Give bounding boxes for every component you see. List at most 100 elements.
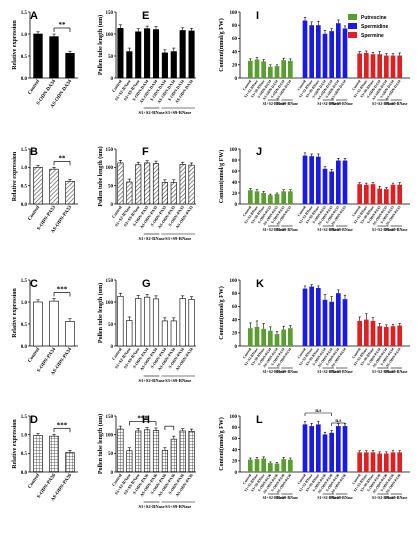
panel-letter-L: L <box>256 414 263 426</box>
y-tick-label: 0 <box>235 345 238 350</box>
bar <box>188 164 195 205</box>
y-axis-label: Relative expression <box>12 288 18 338</box>
bar-putrescine <box>248 190 253 204</box>
group-label: S3+S9-RNase <box>331 228 353 232</box>
bar <box>170 182 177 205</box>
bar <box>33 301 43 347</box>
y-axis-label: Relative expression <box>12 419 18 469</box>
bar-spermine <box>377 453 382 472</box>
group-label: S1+S2-RNase <box>139 236 165 241</box>
group-label: S3+S9-RNase <box>276 496 298 500</box>
bar-putrescine <box>281 191 286 204</box>
legend: Putrescine Spermidine Spermine <box>348 14 388 39</box>
bar-spermine <box>364 184 369 204</box>
bar <box>135 430 142 473</box>
sig-label: n.s <box>315 409 321 414</box>
bar <box>49 36 59 79</box>
panel-letter-I: I <box>256 10 260 22</box>
bar <box>188 299 195 347</box>
y-tick-label: 60 <box>232 437 238 442</box>
bar-spermine <box>397 325 402 346</box>
panel-letter-C: C <box>30 278 38 290</box>
group-label: S1+S2-RNase <box>372 370 394 374</box>
y-axis-label: Content(nmol/g FW) <box>218 18 225 72</box>
y-tick-label: 0.0 <box>21 203 28 208</box>
y-tick-label: 100 <box>230 415 238 420</box>
y-tick-label: 60 <box>232 305 238 310</box>
chart-L: 0 20 40 60 80 100 Content(nmol/g FW) Control S1+… <box>218 409 410 500</box>
bar <box>161 450 168 473</box>
bar <box>188 431 195 473</box>
bar-spermine <box>357 184 362 204</box>
panel-letter-H: H <box>142 414 150 426</box>
bar-putrescine <box>268 330 273 346</box>
bar-spermine <box>384 55 389 78</box>
bar-spermidine <box>316 156 321 204</box>
bar-spermine <box>370 184 376 204</box>
bar-putrescine <box>274 334 280 346</box>
bar <box>179 430 186 473</box>
group-label: S3+S9-RNase <box>385 228 407 232</box>
y-tick-label: 50 <box>108 452 114 457</box>
x-tick-label: Control <box>297 347 307 359</box>
bar <box>179 30 186 79</box>
x-tick-label: Control <box>351 79 361 91</box>
group-label: S3+S9-RNase <box>385 102 407 106</box>
x-tick-label: Control <box>242 79 252 91</box>
y-tick-label: 80 <box>232 24 238 29</box>
bar-spermidine <box>302 20 308 78</box>
bar-putrescine <box>288 60 293 78</box>
chart-J: 0 20 40 60 80 100 Content(nmol/g FW) Control S1+… <box>218 148 410 232</box>
bar <box>65 321 75 347</box>
y-tick-label: 40 <box>232 318 238 323</box>
x-tick-label: Control <box>242 347 252 359</box>
bar-putrescine <box>288 459 293 472</box>
bar-spermine <box>390 55 396 78</box>
bar-spermidine <box>342 299 348 346</box>
y-tick-label: 0.0 <box>21 345 28 350</box>
bar <box>33 435 43 473</box>
y-tick-label: 100 <box>106 166 114 171</box>
sig-label: *** <box>57 421 68 429</box>
bar-spermidine <box>309 156 314 204</box>
y-tick-label: 0 <box>111 345 114 350</box>
bar <box>152 298 160 347</box>
bar-spermidine <box>342 28 348 78</box>
legend-swatch <box>348 32 357 38</box>
panel-letter-D: D <box>30 414 38 426</box>
bar-spermidine <box>336 160 341 204</box>
panel-letter-F: F <box>142 146 149 158</box>
bar-spermidine <box>309 426 314 472</box>
legend-label: Spermine <box>361 33 384 39</box>
bar-spermine <box>384 326 389 346</box>
y-tick-label: 0.0 <box>21 77 28 82</box>
bar-putrescine <box>281 329 286 346</box>
bar-putrescine <box>254 59 260 78</box>
y-tick-label: 50 <box>108 184 114 189</box>
y-tick-label: 0 <box>235 77 238 82</box>
bar <box>144 296 151 347</box>
y-axis-label: Pollen tube length (um) <box>97 146 104 206</box>
group-label: S3+S9-RNase <box>331 370 353 374</box>
bar-putrescine <box>261 193 266 204</box>
y-tick-label: 150 <box>106 279 114 284</box>
bar-spermidine <box>329 31 334 78</box>
bar-spermine <box>397 184 402 204</box>
bar-spermine <box>390 184 396 204</box>
group-label: S3+S9-RNase <box>276 228 298 232</box>
bar-putrescine <box>274 66 280 78</box>
bar-putrescine <box>274 463 280 472</box>
bar <box>135 31 142 79</box>
bar <box>135 164 142 205</box>
y-tick-label: 40 <box>232 50 238 55</box>
bar <box>49 300 59 347</box>
y-tick-label: 100 <box>230 148 238 153</box>
y-tick-label: 20 <box>232 192 238 197</box>
legend-swatch <box>348 23 357 29</box>
bar <box>152 430 160 473</box>
bar-spermidine <box>342 426 348 472</box>
bar <box>179 164 186 205</box>
y-tick-label: 150 <box>106 11 114 16</box>
x-tick-label: Control <box>351 473 361 485</box>
